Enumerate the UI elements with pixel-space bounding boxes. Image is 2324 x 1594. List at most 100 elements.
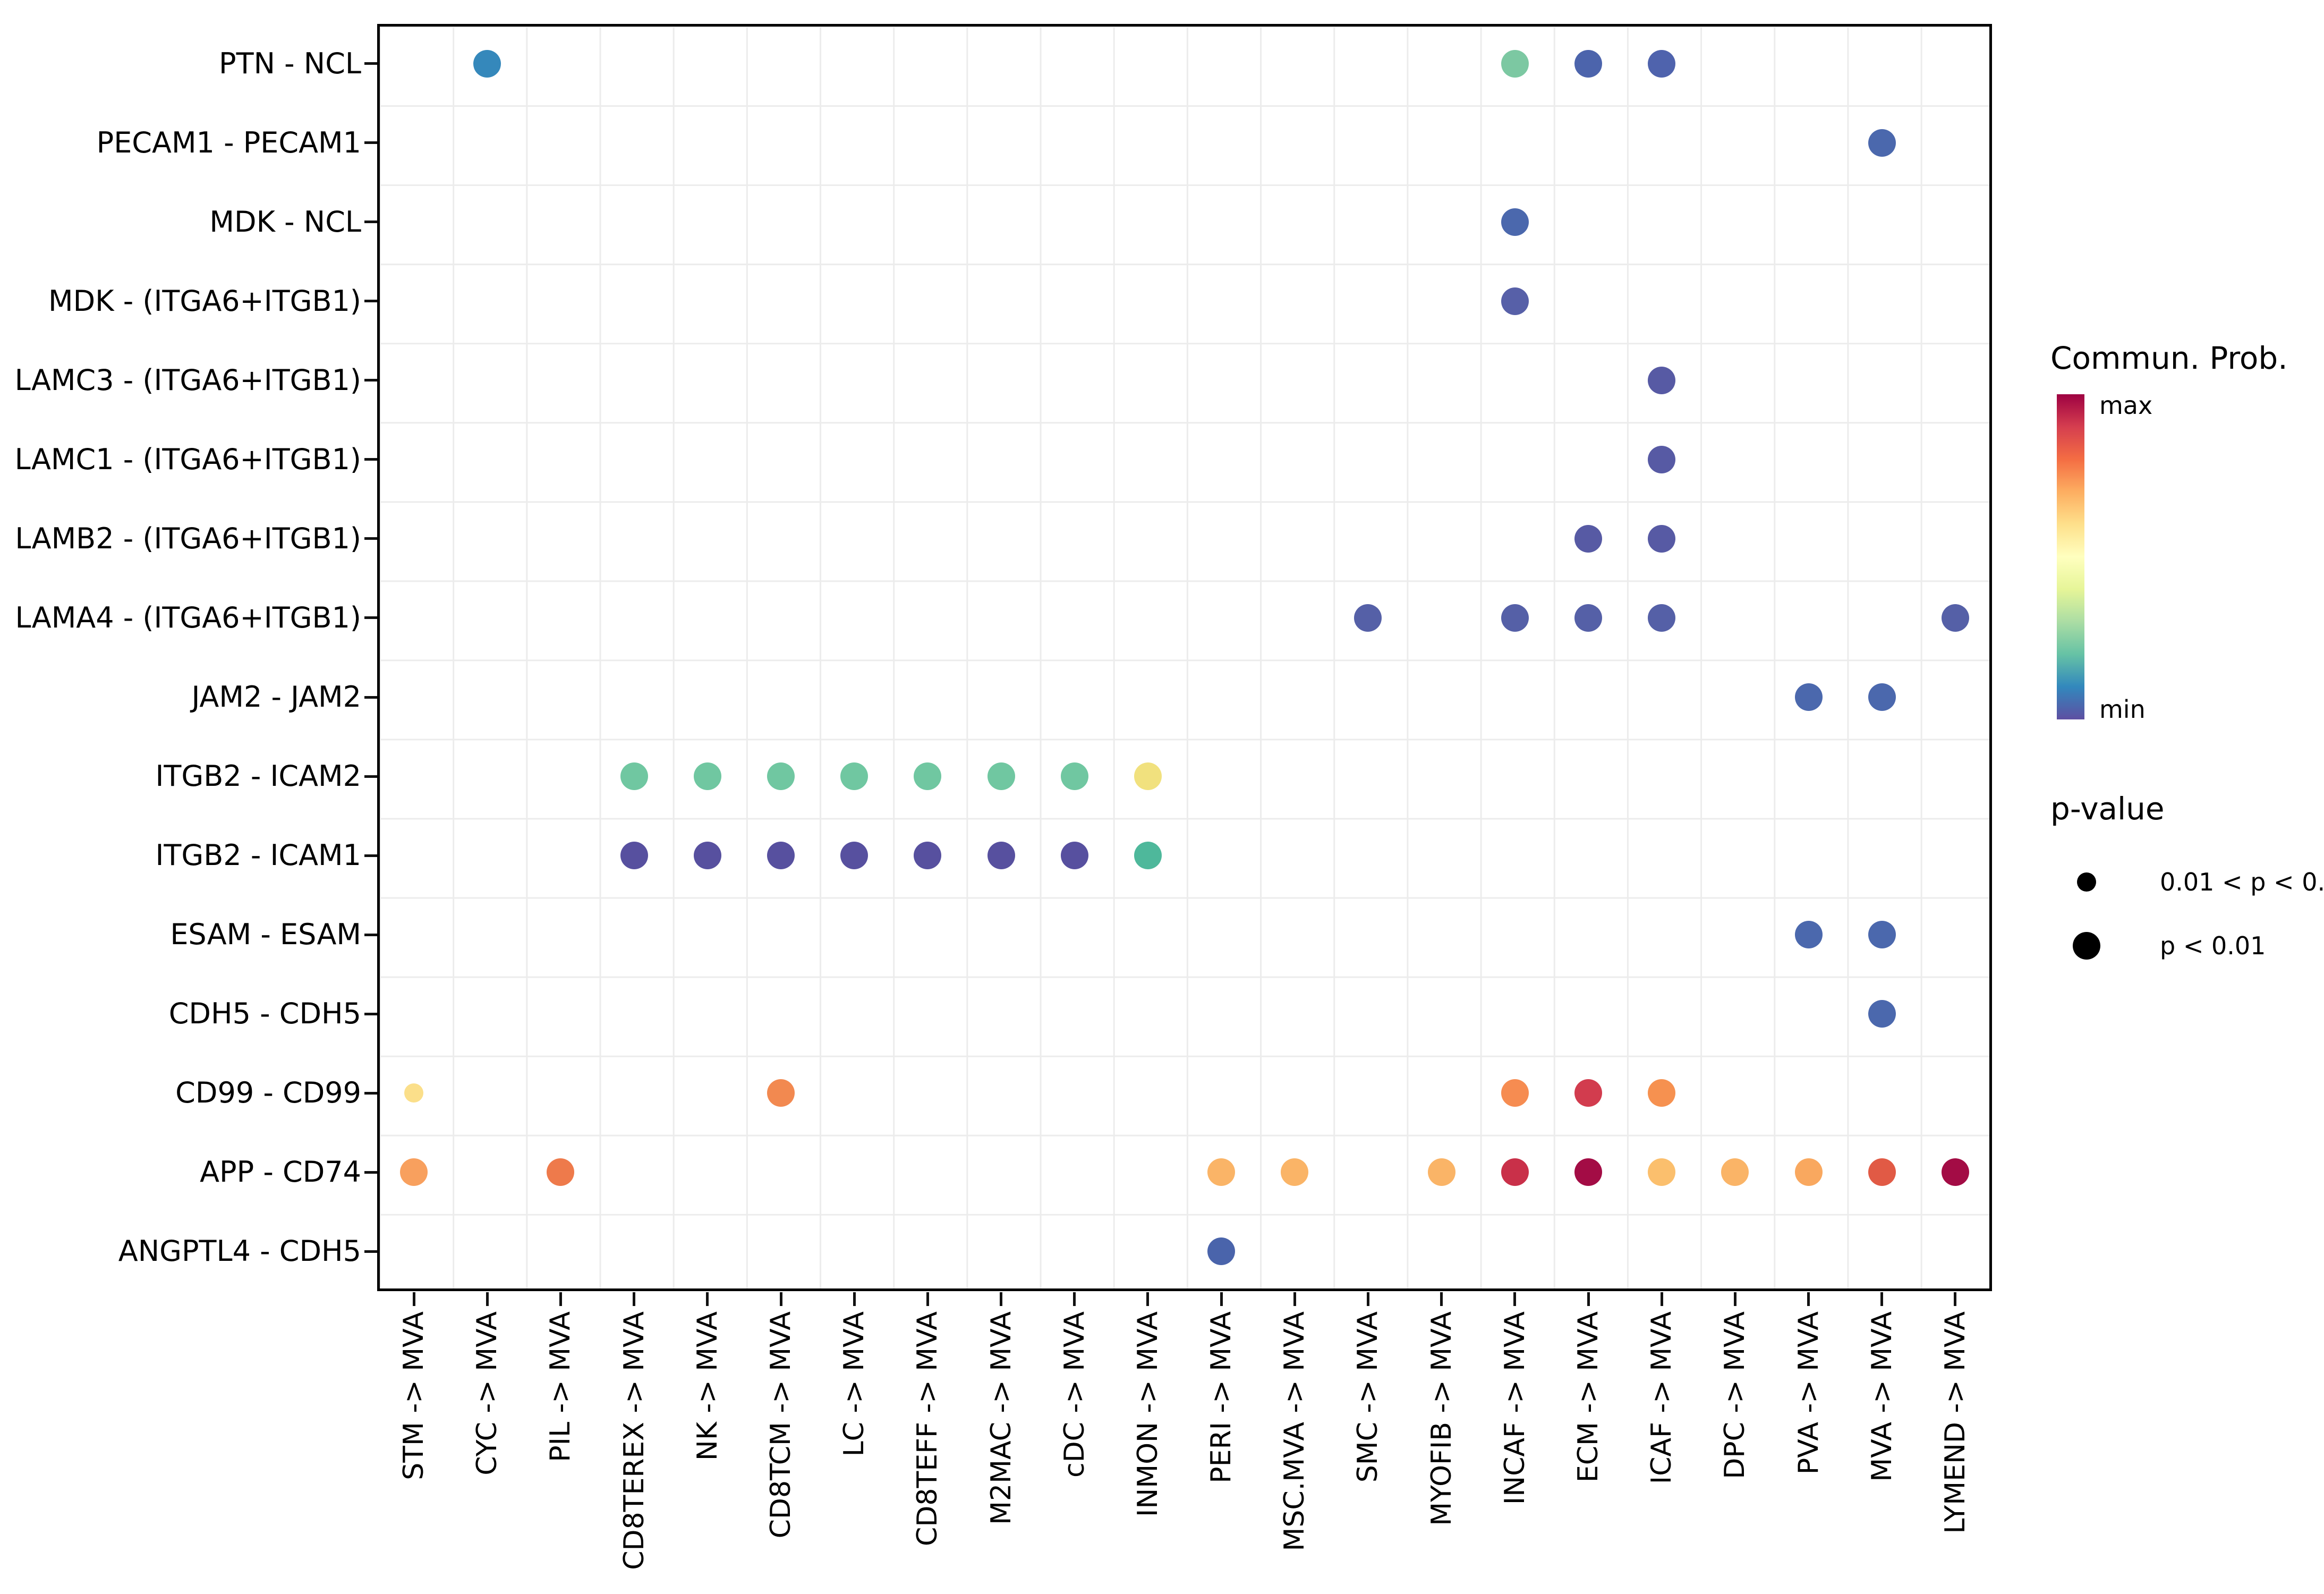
x-axis-tick xyxy=(412,1292,415,1306)
y-axis-tick xyxy=(364,379,377,382)
y-axis-label: ITGB2 - ICAM1 xyxy=(155,838,362,872)
y-axis-tick xyxy=(364,221,377,224)
x-axis-label: MSC.MVA -> MVA xyxy=(1279,1311,1311,1551)
x-axis-label: M2MAC -> MVA xyxy=(985,1311,1017,1525)
x-axis-tick xyxy=(1733,1292,1736,1306)
data-point xyxy=(1648,49,1676,78)
data-point xyxy=(1574,1079,1602,1107)
x-axis-label: SMC -> MVA xyxy=(1352,1311,1384,1483)
y-axis-tick xyxy=(364,854,377,857)
pvalue-legend-title: p-value xyxy=(2050,791,2165,827)
data-point xyxy=(1574,604,1602,632)
x-axis-tick xyxy=(926,1292,929,1306)
y-axis-tick xyxy=(364,62,377,65)
y-axis-label: CD99 - CD99 xyxy=(175,1076,361,1110)
y-axis-tick xyxy=(364,616,377,620)
data-point xyxy=(404,1083,424,1103)
data-point xyxy=(1501,49,1529,78)
data-point xyxy=(1648,1158,1676,1186)
x-axis-label: INCAF -> MVA xyxy=(1499,1311,1531,1505)
x-axis-label: cDC -> MVA xyxy=(1058,1311,1091,1478)
y-axis-tick xyxy=(364,775,377,778)
data-point xyxy=(840,842,869,870)
y-axis-label: ANGPTL4 - CDH5 xyxy=(118,1234,361,1268)
data-point xyxy=(400,1158,428,1186)
y-axis-tick xyxy=(364,141,377,145)
data-point xyxy=(1427,1158,1455,1186)
data-point xyxy=(1721,1158,1749,1186)
data-point xyxy=(987,842,1015,870)
y-axis-label: LAMA4 - (ITGA6+ITGB1) xyxy=(15,600,361,634)
x-axis-label: PERI -> MVA xyxy=(1205,1311,1238,1483)
x-axis-label: ICAF -> MVA xyxy=(1646,1311,1678,1485)
y-axis-label: JAM2 - JAM2 xyxy=(191,680,361,714)
x-axis-tick xyxy=(1880,1292,1884,1306)
data-point xyxy=(1648,366,1676,394)
data-point xyxy=(1574,524,1602,553)
data-point xyxy=(1868,683,1896,711)
y-axis-tick xyxy=(364,300,377,303)
data-point xyxy=(1941,604,1969,632)
data-point xyxy=(1134,842,1162,870)
x-axis-label: MYOFIB -> MVA xyxy=(1425,1311,1458,1526)
data-point xyxy=(1574,1158,1602,1186)
data-point xyxy=(767,1079,795,1107)
data-point xyxy=(1501,287,1529,315)
colorbar-title: Commun. Prob. xyxy=(2050,340,2288,376)
data-point xyxy=(693,762,721,791)
data-point xyxy=(693,842,721,870)
x-axis-label: MVA -> MVA xyxy=(1866,1311,1898,1482)
y-axis-label: CDH5 - CDH5 xyxy=(168,997,361,1031)
pvalue-small-label: 0.01 < p < 0.05 xyxy=(2160,868,2324,896)
x-axis-label: NK -> MVA xyxy=(691,1311,723,1461)
pvalue-large-dot-icon xyxy=(2073,932,2100,960)
legend: Commun. Prob. max min p-value 0.01 < p <… xyxy=(2050,340,2324,960)
data-point xyxy=(1868,129,1896,157)
x-axis-label: CD8TEFF -> MVA xyxy=(912,1311,944,1546)
x-axis-label: ECM -> MVA xyxy=(1572,1311,1604,1483)
x-axis-label: LC -> MVA xyxy=(838,1311,871,1457)
colorbar-min-label: min xyxy=(2099,695,2146,724)
pvalue-item-small: 0.01 < p < 0.05 xyxy=(2072,865,2324,899)
data-point xyxy=(914,842,942,870)
data-point xyxy=(1207,1237,1236,1266)
y-axis-tick xyxy=(364,1012,377,1015)
y-axis-label: MDK - (ITGA6+ITGB1) xyxy=(48,284,361,318)
data-point xyxy=(1207,1158,1236,1186)
data-point xyxy=(1281,1158,1309,1186)
x-axis-tick xyxy=(1293,1292,1296,1306)
colorbar-gradient xyxy=(2057,394,2084,719)
data-point xyxy=(1868,921,1896,949)
x-axis-tick xyxy=(1366,1292,1369,1306)
y-axis-label: MDK - NCL xyxy=(209,205,361,239)
data-point xyxy=(840,762,869,791)
pvalue-item-large: p < 0.01 xyxy=(2072,929,2266,963)
data-point xyxy=(1501,208,1529,236)
x-axis-label: PVA -> MVA xyxy=(1792,1311,1825,1475)
x-axis-tick xyxy=(1146,1292,1150,1306)
pvalue-small-dot-icon xyxy=(2077,872,2096,892)
data-point xyxy=(547,1158,575,1186)
x-axis-label: STM -> MVA xyxy=(398,1311,430,1480)
pvalue-large-label: p < 0.01 xyxy=(2160,931,2266,960)
x-axis-label: CD8TCM -> MVA xyxy=(765,1311,797,1539)
data-point xyxy=(1648,445,1676,473)
data-point xyxy=(767,842,795,870)
data-point xyxy=(1574,49,1602,78)
y-axis-label: ESAM - ESAM xyxy=(170,918,361,952)
plot-panel xyxy=(377,24,1992,1291)
x-axis-label: INMON -> MVA xyxy=(1131,1311,1164,1517)
data-point xyxy=(473,49,501,78)
y-axis-tick xyxy=(364,1091,377,1095)
x-axis-tick xyxy=(1513,1292,1517,1306)
data-point xyxy=(1794,683,1823,711)
x-axis-tick xyxy=(1807,1292,1810,1306)
x-axis-label: CD8TEREX -> MVA xyxy=(618,1311,650,1570)
x-axis-tick xyxy=(1073,1292,1076,1306)
y-axis-tick xyxy=(364,537,377,540)
x-axis-label: CYC -> MVA xyxy=(471,1311,504,1476)
data-point xyxy=(620,842,648,870)
data-point xyxy=(1648,604,1676,632)
x-axis-label: DPC -> MVA xyxy=(1719,1311,1751,1479)
y-axis-label: LAMC3 - (ITGA6+ITGB1) xyxy=(14,363,361,397)
